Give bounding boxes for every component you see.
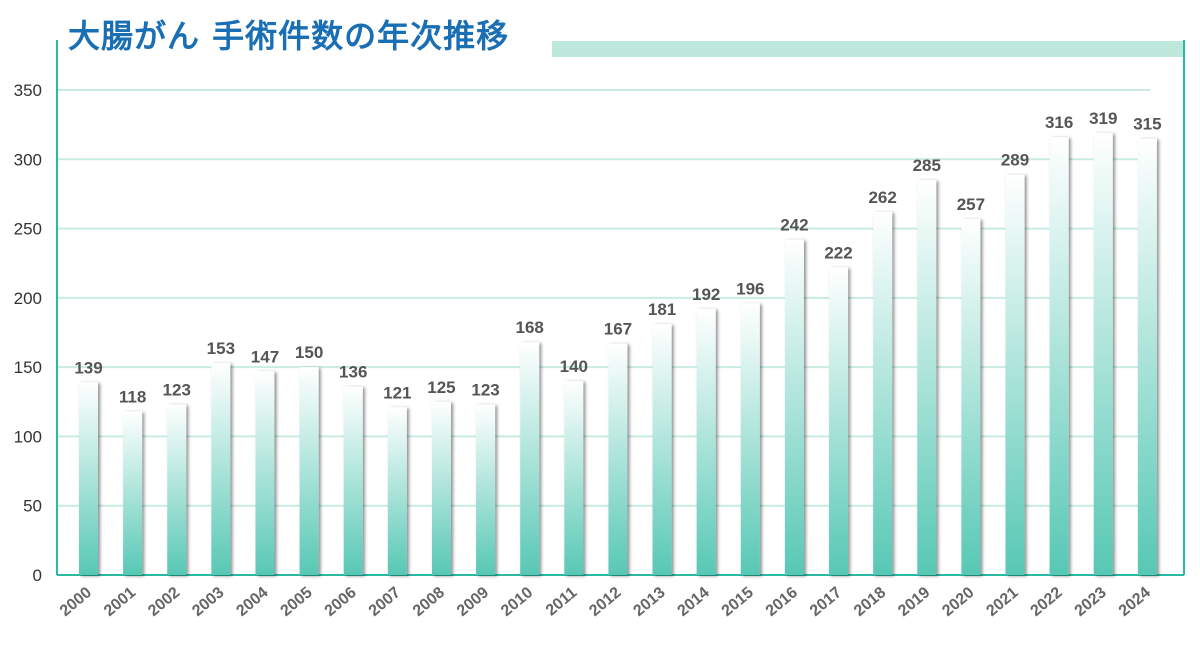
bar <box>167 404 187 575</box>
data-label: 315 <box>1133 115 1161 134</box>
data-label: 118 <box>119 387 146 406</box>
x-tick-label: 2010 <box>498 584 536 620</box>
y-tick-label: 250 <box>14 220 42 239</box>
bar <box>696 308 716 575</box>
data-label: 222 <box>824 243 852 262</box>
bar <box>1093 132 1113 575</box>
data-label: 196 <box>736 279 764 298</box>
y-tick-label: 50 <box>23 497 42 516</box>
x-tick-label: 2003 <box>189 584 227 620</box>
x-tick-labels: 2000 2001 2002 2003 2004 2005 2006 2007 2008 2009… <box>57 584 1154 620</box>
x-tick-label: 2017 <box>807 584 845 620</box>
bar <box>476 404 496 575</box>
data-label: 125 <box>427 378 455 397</box>
bar <box>740 303 760 575</box>
data-label: 139 <box>74 358 102 377</box>
bar <box>343 386 363 575</box>
x-tick-label: 2009 <box>454 584 492 620</box>
y-tick-label: 150 <box>14 358 42 377</box>
x-tick-label: 2012 <box>586 584 624 620</box>
data-label: 168 <box>516 318 544 337</box>
bar <box>255 371 275 575</box>
data-label: 136 <box>339 363 367 382</box>
data-labels: 139 118 123 153 147 150 136 121 125 123 168 140 167 1… <box>74 109 1161 407</box>
bar <box>917 180 937 576</box>
data-label: 242 <box>780 216 808 235</box>
bar <box>520 342 540 575</box>
x-tick-label: 2002 <box>145 584 183 620</box>
x-tick-label: 2004 <box>233 584 271 620</box>
bar <box>123 411 143 575</box>
x-tick-label: 2024 <box>1116 584 1154 620</box>
bar <box>652 324 672 575</box>
y-tick-label: 0 <box>33 566 42 585</box>
x-tick-label: 2023 <box>1072 584 1110 620</box>
data-label: 153 <box>207 339 235 358</box>
y-tick-label: 100 <box>14 427 42 446</box>
bar <box>79 382 98 575</box>
bar <box>211 362 231 575</box>
data-label: 147 <box>251 347 279 366</box>
data-label: 150 <box>295 343 323 362</box>
bar <box>1005 174 1025 575</box>
x-tick-label: 2014 <box>675 584 713 620</box>
bar <box>873 211 893 575</box>
x-tick-label: 2019 <box>895 584 933 620</box>
chart-title: 大腸がん 手術件数の年次推移 <box>68 17 510 55</box>
data-label: 121 <box>383 383 411 402</box>
x-tick-label: 2013 <box>630 584 668 620</box>
data-label: 285 <box>913 156 941 175</box>
bar <box>829 267 849 575</box>
bar <box>784 239 804 575</box>
x-tick-label: 2008 <box>410 584 448 620</box>
data-label: 192 <box>692 285 720 304</box>
bar <box>1137 138 1157 575</box>
data-label: 167 <box>604 320 632 339</box>
x-tick-label: 2000 <box>57 584 95 620</box>
x-tick-label: 2022 <box>1028 584 1066 620</box>
data-label: 316 <box>1045 113 1073 132</box>
y-tick-label: 350 <box>14 81 42 100</box>
x-tick-label: 2011 <box>543 584 581 619</box>
x-tick-label: 2006 <box>322 584 360 620</box>
data-label: 181 <box>648 300 676 319</box>
x-tick-label: 2015 <box>719 584 757 620</box>
bar <box>431 401 451 575</box>
y-tick-labels: 0 50 100 150 200 250 300 350 <box>14 81 42 585</box>
bars <box>79 132 1157 576</box>
bar <box>387 407 407 575</box>
data-label: 289 <box>1001 151 1029 170</box>
data-label: 319 <box>1089 109 1117 128</box>
bar <box>1049 137 1069 575</box>
data-label: 123 <box>471 381 499 400</box>
x-tick-label: 2021 <box>983 584 1021 620</box>
y-tick-label: 200 <box>14 289 42 308</box>
bar <box>608 343 628 575</box>
bar <box>961 218 981 575</box>
x-tick-label: 2018 <box>851 584 889 620</box>
data-label: 257 <box>957 195 985 214</box>
data-label: 262 <box>868 188 896 207</box>
bar <box>299 367 319 575</box>
title-plate <box>57 14 552 60</box>
y-tick-label: 300 <box>14 150 42 169</box>
data-label: 123 <box>163 381 191 400</box>
x-tick-label: 2007 <box>366 584 404 620</box>
x-tick-label: 2016 <box>763 584 801 620</box>
bar <box>564 381 584 575</box>
x-tick-label: 2001 <box>101 584 139 620</box>
x-tick-label: 2005 <box>277 584 315 620</box>
x-tick-label: 2020 <box>939 584 977 620</box>
data-label: 140 <box>560 357 588 376</box>
